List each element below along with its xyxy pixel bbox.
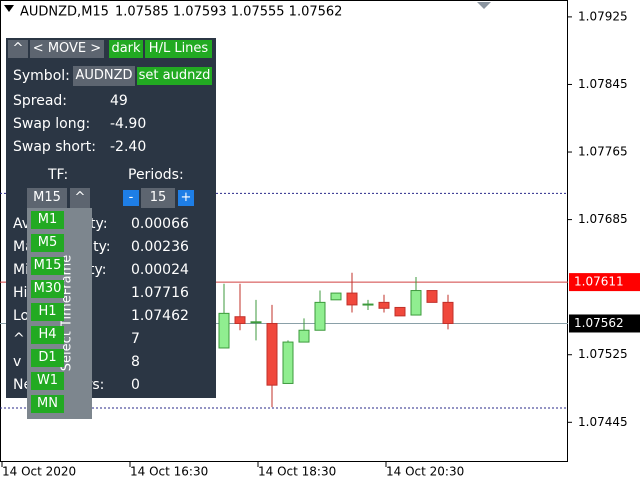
candle-body xyxy=(426,290,438,303)
row-label: Swap short: xyxy=(13,139,96,155)
candle-body xyxy=(250,321,262,324)
tf-option[interactable]: W1 xyxy=(31,372,64,390)
row-label: Spread: xyxy=(13,93,68,109)
row-label: Swap long: xyxy=(13,116,91,132)
x-tick-label: 14 Oct 2020 xyxy=(2,465,76,479)
periods-input[interactable]: 15 xyxy=(141,188,175,208)
candle-body xyxy=(442,301,454,324)
candle-body xyxy=(282,341,294,384)
stat-value: 1.07716 xyxy=(131,285,189,301)
hl-lines-button[interactable]: H/L Lines xyxy=(145,40,212,58)
y-tick-label: 1.07765 xyxy=(578,145,628,159)
candle-body xyxy=(298,329,310,343)
candle-body xyxy=(394,306,406,317)
stat-value: 0.00066 xyxy=(131,216,189,232)
x-tick-label: 14 Oct 20:30 xyxy=(386,465,464,479)
tf-option[interactable]: M1 xyxy=(31,211,64,229)
candle-body xyxy=(266,322,278,386)
tf-dropdown: Select TimeFrame M1 M5 M15 M30 H1 H4 D1 W1 MN xyxy=(27,208,92,419)
collapse-button[interactable]: ^ xyxy=(8,40,28,58)
y-tick-label: 1.07525 xyxy=(578,347,628,361)
price-label-box xyxy=(569,314,640,333)
candle-body xyxy=(410,290,422,316)
symbol-input[interactable]: AUDNZD xyxy=(73,66,135,86)
row-value: -2.40 xyxy=(110,139,147,155)
stat-value: 0.00236 xyxy=(131,239,189,255)
stat-value: 0.00024 xyxy=(131,262,189,278)
x-tick-label: 14 Oct 16:30 xyxy=(130,465,208,479)
y-tick-label: 1.07685 xyxy=(578,212,628,226)
tf-option[interactable]: H1 xyxy=(31,303,64,321)
y-tick-label: 1.07845 xyxy=(578,77,628,91)
row-value: 49 xyxy=(110,93,128,109)
tf-option[interactable]: D1 xyxy=(31,349,64,367)
shift-marker xyxy=(477,2,491,9)
stat-value: 0 xyxy=(131,377,140,393)
symbol-arrow xyxy=(4,5,14,12)
plus-button[interactable]: + xyxy=(178,190,194,206)
stat-value: 8 xyxy=(131,354,140,370)
dark-button[interactable]: dark xyxy=(109,40,143,58)
candle-body xyxy=(362,303,374,306)
candle-body xyxy=(314,301,326,331)
price-label: 1.07562 xyxy=(574,316,624,330)
price-label: 1.07611 xyxy=(574,275,624,289)
price-label-box xyxy=(569,273,640,292)
symbol-label: Symbol: xyxy=(13,68,70,84)
tf-option[interactable]: M5 xyxy=(31,234,64,252)
move-button[interactable]: < MOVE > xyxy=(30,40,104,58)
x-tick-label: 14 Oct 18:30 xyxy=(258,465,336,479)
tf-option[interactable]: H4 xyxy=(31,326,64,344)
tf-option[interactable]: MN xyxy=(31,395,64,413)
stat-value: 1.07462 xyxy=(131,308,189,324)
y-tick-label: 1.07445 xyxy=(578,415,628,429)
tf-toggle[interactable]: ^ xyxy=(70,188,90,208)
candle-body xyxy=(218,312,230,349)
y-tick-label: 1.07925 xyxy=(578,9,628,23)
row-value: -4.90 xyxy=(110,116,147,132)
periods-label: Periods: xyxy=(128,167,184,183)
tf-option[interactable]: M15 xyxy=(31,257,64,275)
tf-button[interactable]: M15 xyxy=(27,188,67,208)
candle-body xyxy=(234,316,246,324)
minus-button[interactable]: - xyxy=(123,190,139,206)
candle-body xyxy=(346,292,358,306)
symbol: AUDNZD,M15 xyxy=(20,5,109,20)
tf-label: TF: xyxy=(48,167,69,183)
candle-body xyxy=(378,301,390,309)
set-symbol-button[interactable]: set audnzd xyxy=(137,67,212,85)
candle-body xyxy=(330,292,342,301)
stat-value: 7 xyxy=(131,331,140,347)
ohlc: 1.07585 1.07593 1.07555 1.07562 xyxy=(115,5,342,20)
tf-option[interactable]: M30 xyxy=(31,280,64,298)
